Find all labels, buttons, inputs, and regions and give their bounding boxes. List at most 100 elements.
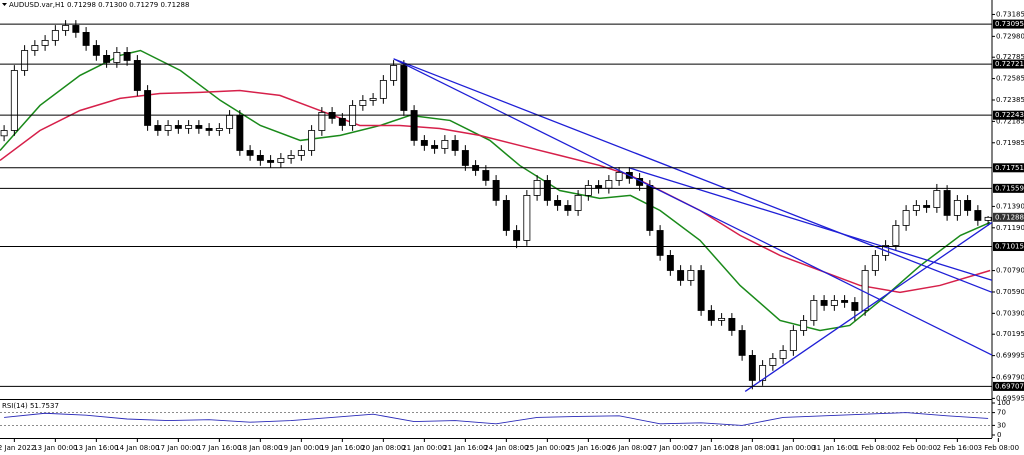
candle-body	[574, 195, 582, 211]
candle-body	[461, 150, 469, 166]
x-tick-label: 12 Jan 2022	[0, 444, 35, 452]
candle-body	[297, 150, 305, 156]
candle-body	[800, 320, 808, 331]
x-tick-label: 21 Jan 16:00	[443, 444, 487, 452]
candle-body	[51, 30, 59, 41]
candle-body	[410, 110, 418, 141]
level-label: 0.71559	[995, 184, 1024, 192]
candle-body	[923, 205, 931, 208]
y-tick-label: 0.71390	[996, 202, 1024, 210]
y-tick-label: 0.72785	[996, 53, 1024, 61]
x-tick-label: 21 Jan 00:00	[402, 444, 446, 452]
candle-body	[359, 100, 367, 106]
candle-body	[820, 300, 828, 306]
level-label-box	[993, 381, 1024, 391]
y-tick-label: 0.69790	[996, 374, 1024, 382]
candle-body	[338, 117, 346, 126]
candle-body	[277, 157, 285, 163]
x-tick-label: 2 Feb 00:00	[896, 444, 937, 452]
level-label: 0.71015	[995, 243, 1024, 251]
candle-body	[492, 180, 500, 201]
candle-body	[82, 32, 90, 46]
candle-body	[841, 300, 849, 303]
candle-body	[810, 300, 818, 321]
candle-body	[974, 210, 982, 221]
rsi-label: RSI(14) 51.7537	[2, 402, 59, 410]
x-tick-label: 13 Jan 00:00	[33, 444, 77, 452]
candle-body	[718, 317, 726, 321]
candle-body	[400, 65, 408, 111]
candle-body	[41, 40, 49, 46]
candle-body	[62, 25, 70, 31]
x-tick-label: 2 Feb 16:00	[937, 444, 978, 452]
y-tick-label: 0.73185	[996, 10, 1024, 18]
x-tick-label: 28 Jan 08:00	[730, 444, 774, 452]
candle-body	[646, 185, 654, 231]
moving-average	[0, 49, 991, 332]
level-label: 0.71751	[995, 164, 1024, 172]
candle-body	[123, 52, 131, 61]
candle-body	[707, 310, 715, 321]
x-tick-label: 1 Feb 08:00	[855, 444, 896, 452]
candle-body	[789, 330, 797, 351]
candle-body	[215, 128, 223, 131]
candle-body	[738, 330, 746, 356]
y-tick-label: 0.69595	[996, 394, 1024, 402]
level-label-box	[993, 163, 1024, 173]
x-tick-label: 25 Jan 00:00	[525, 444, 569, 452]
level-label-box	[993, 242, 1024, 252]
candle-body	[164, 125, 172, 131]
candle-body	[892, 225, 900, 246]
candle-body	[451, 140, 459, 151]
level-label-box	[993, 183, 1024, 193]
trend-line	[629, 167, 993, 281]
candle-body	[113, 52, 121, 63]
y-tick-label: 0.70195	[996, 330, 1024, 338]
x-tick-label: 17 Jan 00:00	[156, 444, 200, 452]
x-tick-label: 31 Jan 16:00	[812, 444, 856, 452]
rsi-tick-label: 70	[997, 409, 1006, 417]
candle-body	[174, 125, 182, 129]
x-tick-label: 24 Jan 08:00	[484, 444, 528, 452]
x-tick-label: 13 Jan 16:00	[74, 444, 118, 452]
candle-body	[287, 155, 295, 159]
y-tick-label: 0.71190	[996, 224, 1024, 232]
candle-body	[92, 45, 100, 56]
candle-body	[185, 125, 193, 129]
candle-body	[830, 300, 838, 306]
candle-body	[420, 140, 428, 146]
y-tick-label: 0.72185	[996, 117, 1024, 125]
candle-body	[564, 205, 572, 211]
candle-body	[205, 128, 213, 131]
x-tick-label: 18 Jan 08:00	[238, 444, 282, 452]
candle-body	[595, 185, 603, 189]
y-tick-label: 0.70590	[996, 288, 1024, 296]
level-label: 0.72721	[995, 60, 1024, 68]
candle-body	[851, 302, 859, 311]
candle-body	[933, 190, 941, 208]
x-tick-label: 17 Jan 16:00	[197, 444, 241, 452]
y-tick-label: 0.72980	[996, 32, 1024, 40]
candle-body	[943, 190, 951, 216]
candle-body	[502, 200, 510, 231]
candle-body	[72, 25, 80, 33]
candle-body	[687, 270, 695, 281]
candle-body	[759, 365, 767, 381]
level-label: 0.73095	[995, 20, 1024, 28]
candle-body	[779, 350, 787, 359]
level-label: 0.69707	[995, 382, 1024, 390]
x-tick-label: 31 Jan 00:00	[771, 444, 815, 452]
trend-line	[393, 58, 993, 293]
candle-body	[10, 70, 18, 131]
x-tick-label: 19 Jan 16:00	[320, 444, 364, 452]
trend-line	[393, 58, 993, 356]
y-tick-label: 0.72385	[996, 96, 1024, 104]
candle-body	[133, 60, 141, 91]
candle-body	[902, 210, 910, 226]
candle-body	[21, 50, 29, 71]
candle-body	[748, 355, 756, 381]
candle-body	[543, 180, 551, 201]
candle-body	[513, 230, 521, 241]
x-tick-label: 20 Jan 08:00	[361, 444, 405, 452]
